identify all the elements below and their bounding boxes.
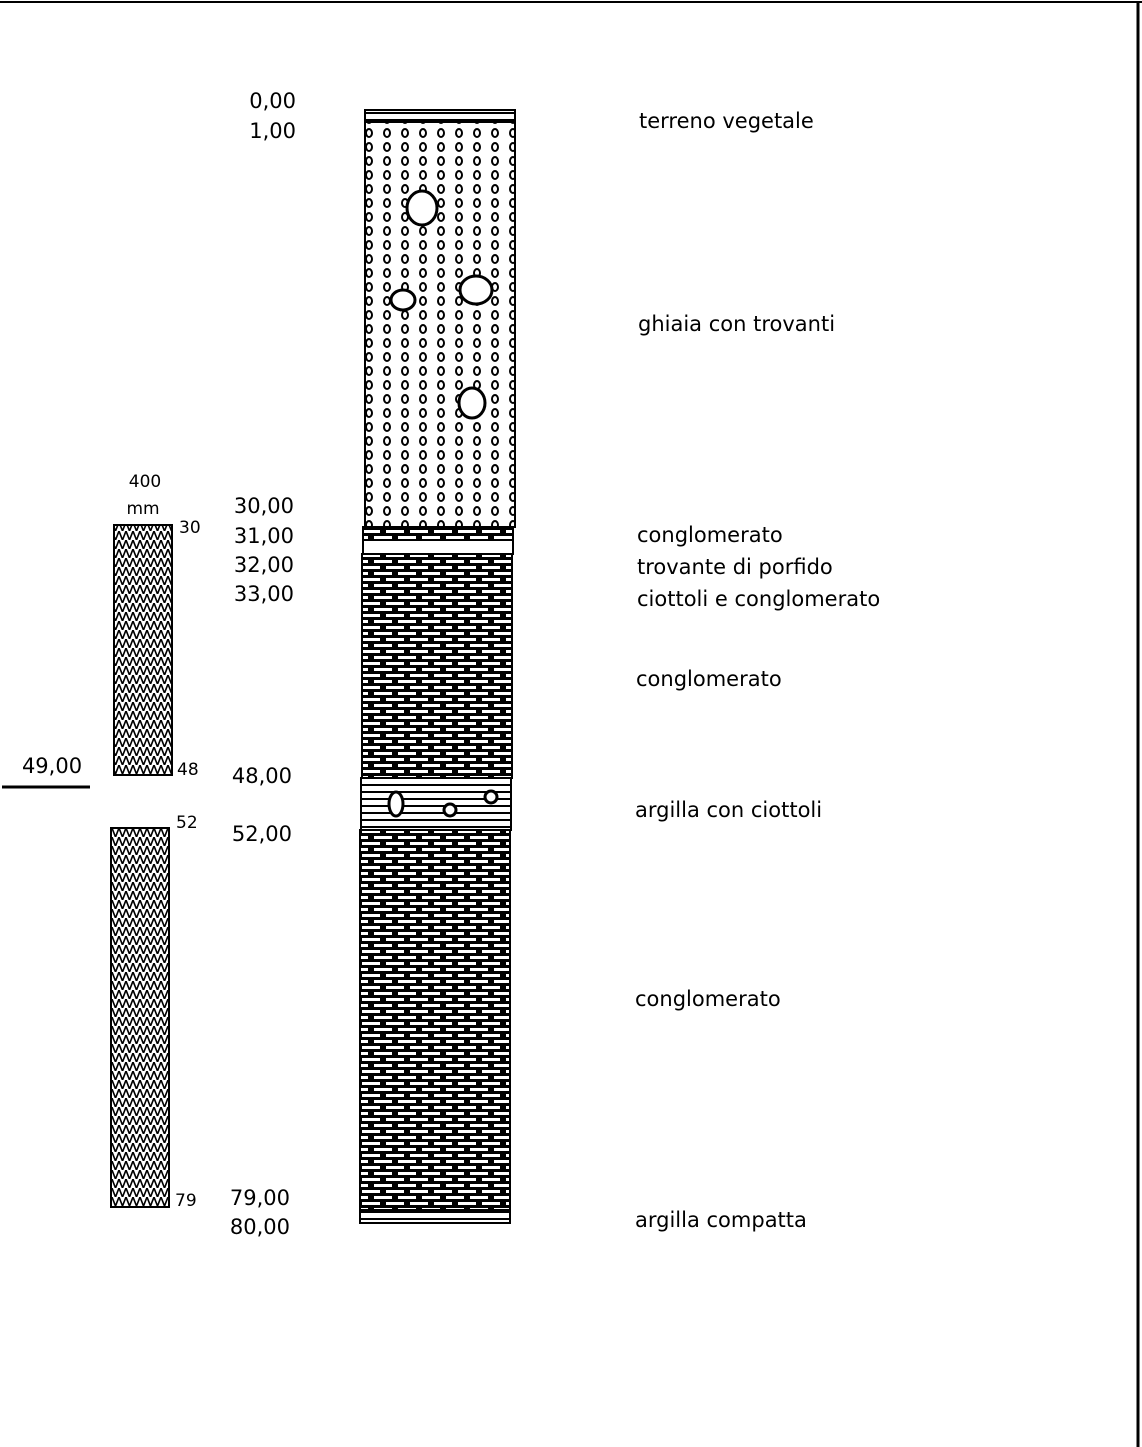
layer-label: conglomerato	[635, 987, 781, 1011]
depth: 52,00	[232, 822, 292, 846]
depth: 33,00	[234, 582, 294, 606]
depth: 31,00	[234, 524, 294, 548]
layer-label: ghiaia con trovanti	[638, 312, 835, 336]
screen-mark: 79	[175, 1191, 197, 1211]
screen-mark: 48	[177, 760, 199, 780]
layer-label: ciottoli e conglomerato	[637, 587, 880, 611]
screen: 400 mm 30 48 52 79 49,00	[2, 472, 201, 1211]
depth: 80,00	[230, 1215, 290, 1239]
depth-labels: 0,00 1,00 30,00 31,00 32,00 33,00 48,00 …	[230, 89, 296, 1239]
pebble	[442, 802, 458, 818]
boulder	[457, 386, 487, 420]
column	[359, 109, 516, 1224]
layer-label: argilla compatta	[635, 1208, 807, 1232]
conglomerate	[359, 829, 511, 1211]
clay-pebbles	[360, 777, 512, 831]
conglomerate	[362, 526, 514, 541]
water-level: 49,00	[22, 754, 82, 778]
screen-section	[110, 827, 170, 1208]
depth: 30,00	[234, 494, 294, 518]
layer-label: trovante di porfido	[637, 555, 833, 579]
depth: 0,00	[249, 89, 296, 113]
conglomerate	[361, 553, 513, 779]
topsoil	[364, 109, 516, 123]
layer-label: conglomerato	[637, 523, 783, 547]
depth: 48,00	[232, 764, 292, 788]
layer-labels: terreno vegetale ghiaia con trovanti con…	[635, 109, 880, 1232]
layer-label: conglomerato	[636, 667, 782, 691]
screen-section	[113, 524, 173, 776]
depth: 32,00	[234, 553, 294, 577]
layer-label: argilla con ciottoli	[635, 798, 822, 822]
depth: 1,00	[249, 119, 296, 143]
boulder	[389, 288, 417, 312]
boulder	[458, 274, 494, 306]
pebble	[483, 789, 499, 805]
boulder	[405, 189, 439, 227]
porphyry	[362, 539, 514, 555]
depth: 79,00	[230, 1186, 290, 1210]
screen-mark: 52	[176, 813, 198, 833]
pebble	[387, 790, 405, 818]
layer-label: terreno vegetale	[639, 109, 814, 133]
screen-mark: 30	[179, 518, 201, 538]
compact-clay	[359, 1209, 511, 1224]
gravel	[364, 121, 516, 528]
screen-unit: mm	[126, 499, 159, 519]
screen-diameter: 400	[129, 472, 161, 492]
